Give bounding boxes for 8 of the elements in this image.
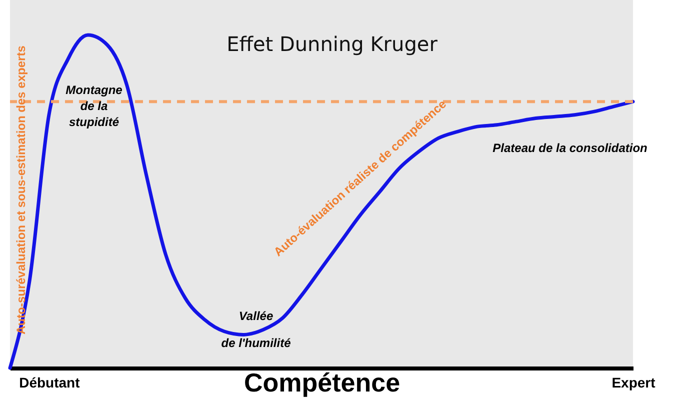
annotation: Montagne de la stupidité — [66, 83, 123, 129]
x-tick-label: Expert — [612, 374, 656, 390]
annotation: Auto-surévaluation et sous-estimation des experts — [14, 45, 28, 334]
chart-title: Effet Dunning Kruger — [226, 32, 438, 56]
annotation: Vallée de l'humilité — [221, 309, 292, 350]
annotation: Plateau de la consolidation — [492, 141, 648, 155]
x-tick-label: Débutant — [19, 374, 80, 390]
x-axis-title: Compétence — [244, 368, 400, 398]
